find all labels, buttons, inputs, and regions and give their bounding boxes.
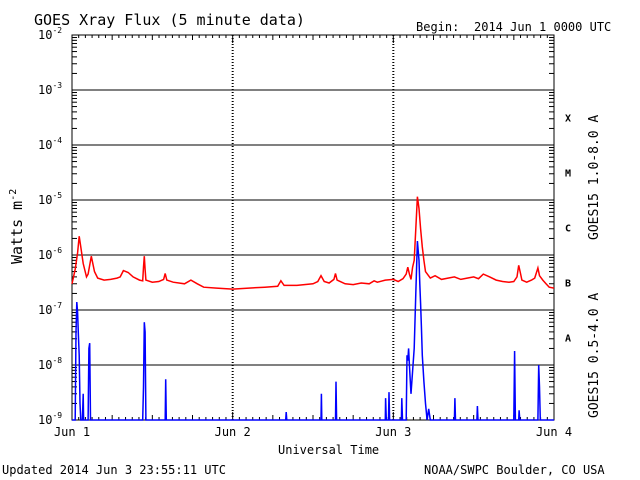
y-axis-label: Watts m-2 bbox=[8, 189, 26, 264]
flare-class-label: B bbox=[565, 279, 571, 290]
begin-label: Begin: bbox=[416, 20, 459, 34]
x-axis-label: Universal Time bbox=[278, 443, 379, 457]
legend-series-long: GOES15 1.0-8.0 A bbox=[587, 115, 602, 240]
flare-class-label: M bbox=[565, 169, 571, 180]
footer-credit: NOAA/SWPC Boulder, CO USA bbox=[424, 463, 605, 477]
y-tick-label: 10-3 bbox=[38, 81, 62, 97]
begin-value: 2014 Jun 1 0000 UTC bbox=[474, 20, 611, 34]
flare-class-label: A bbox=[565, 334, 571, 345]
footer-updated: Updated 2014 Jun 3 23:55:11 UTC bbox=[2, 463, 226, 477]
x-tick-label: Jun 3 bbox=[375, 425, 411, 439]
y-tick-label: 10-8 bbox=[38, 356, 62, 372]
y-tick-label: 10-6 bbox=[38, 246, 62, 262]
series-line-short bbox=[72, 240, 554, 421]
legend-series-short: GOES15 0.5-4.0 A bbox=[587, 293, 602, 418]
x-tick-label: Jun 4 bbox=[536, 425, 572, 439]
series-line-long bbox=[71, 196, 555, 290]
x-axis-ticks: Jun 1 Jun 2 Jun 3 Jun 4 bbox=[54, 35, 572, 439]
flare-class-labels: A B C M X bbox=[565, 114, 571, 345]
flare-class-label: X bbox=[565, 114, 571, 125]
y-tick-label: 10-2 bbox=[38, 26, 62, 42]
y-tick-label: 10-7 bbox=[38, 301, 62, 317]
series-lines bbox=[71, 196, 555, 421]
y-tick-label: 10-9 bbox=[38, 411, 62, 427]
x-tick-label: Jun 2 bbox=[215, 425, 251, 439]
y-tick-label: 10-5 bbox=[38, 191, 62, 207]
chart-title: GOES Xray Flux (5 minute data) bbox=[34, 11, 305, 29]
y-tick-label: 10-4 bbox=[38, 136, 62, 152]
flare-class-label: C bbox=[565, 224, 571, 235]
x-tick-label: Jun 1 bbox=[54, 425, 90, 439]
y-axis-ticks: 10-9 10-8 10-7 10-6 10-5 10-4 10-3 10-2 bbox=[38, 26, 554, 427]
